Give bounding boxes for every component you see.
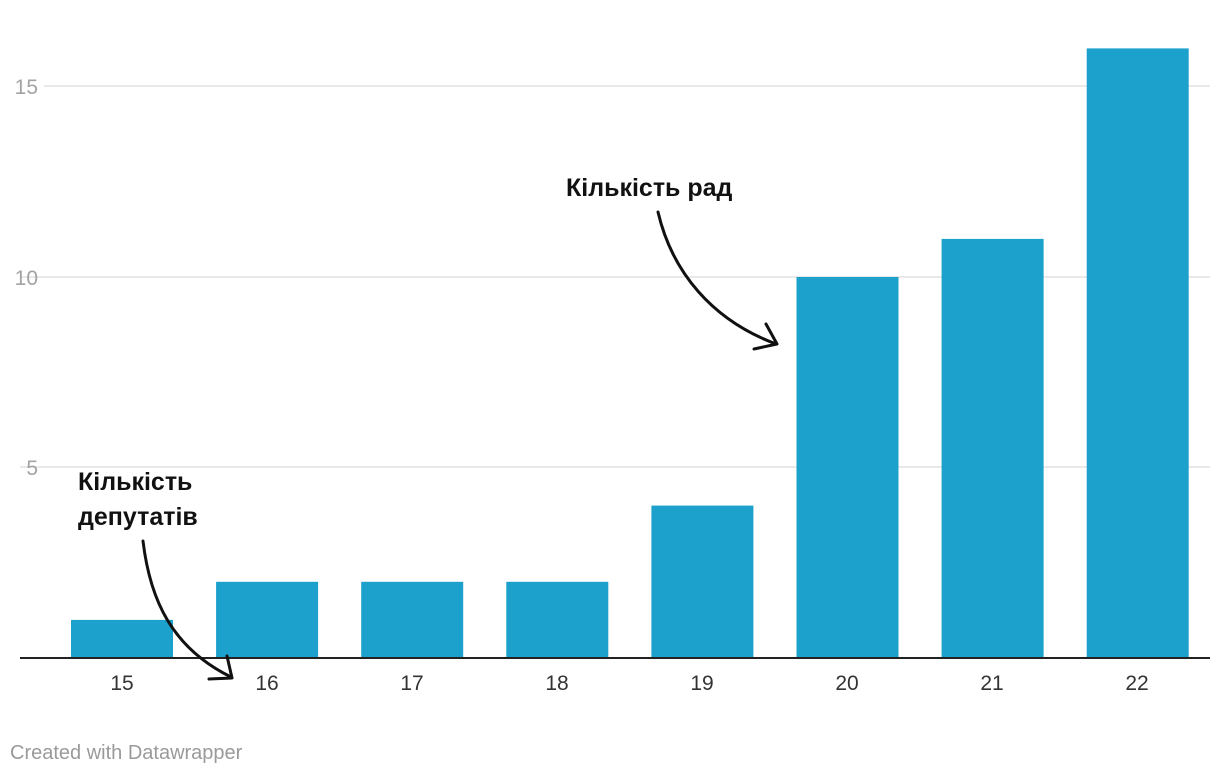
bar-15 — [71, 619, 173, 658]
annotation-arrow-councils — [656, 210, 778, 346]
x-tick-label: 21 — [980, 672, 1003, 695]
bar-17 — [361, 581, 464, 658]
bar-18 — [506, 581, 609, 658]
x-tick-label: 15 — [110, 672, 133, 695]
annotation-arrowhead-councils — [752, 322, 779, 351]
annotation-deputies-line2: депутатів — [78, 503, 198, 531]
bar-20 — [796, 277, 899, 658]
x-tick-labels: 15 16 17 18 19 20 21 22 — [110, 672, 1148, 695]
bar-19 — [651, 505, 754, 658]
y-tick-label: 5 — [26, 457, 38, 480]
y-tick-label: 10 — [15, 267, 38, 290]
annotation-deputies-line1: Кількість — [78, 468, 192, 496]
credit-text: Created with Datawrapper — [10, 742, 243, 764]
annotation-councils: Кількість рад — [566, 174, 733, 202]
annotation-arrowhead-deputies — [207, 654, 234, 681]
x-tick-label: 18 — [545, 672, 568, 695]
x-tick-label: 16 — [255, 672, 278, 695]
x-tick-label: 17 — [400, 672, 423, 695]
annotation-arrow-deputies — [141, 539, 233, 679]
x-tick-label: 19 — [690, 672, 713, 695]
bar-21 — [941, 238, 1044, 658]
x-tick-label: 20 — [835, 672, 858, 695]
bar-16 — [216, 581, 319, 658]
bar-22 — [1086, 48, 1189, 658]
bars-group — [71, 48, 1189, 658]
y-tick-label: 15 — [15, 76, 38, 99]
x-tick-label: 22 — [1125, 672, 1148, 695]
